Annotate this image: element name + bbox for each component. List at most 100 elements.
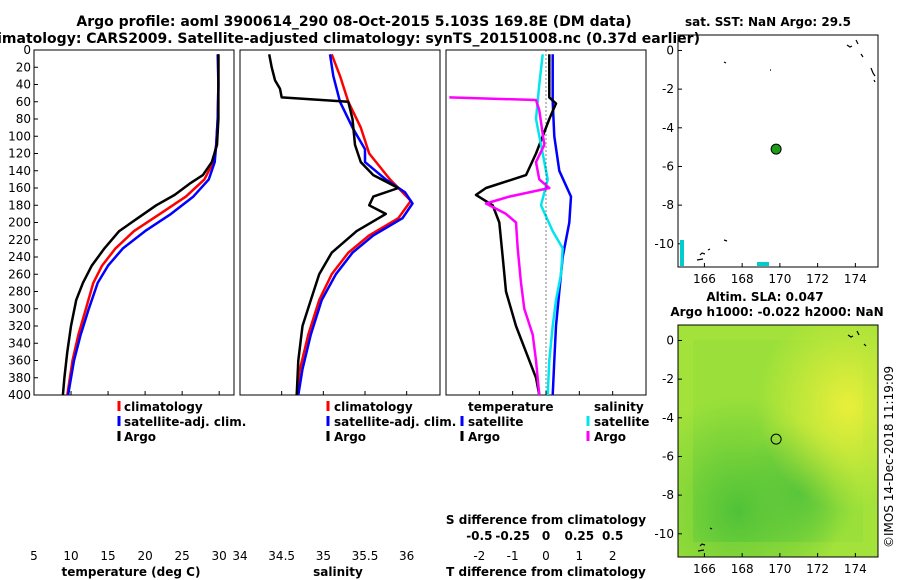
s-difference-label: S difference from climatology (446, 513, 646, 527)
sla-map-panel: Altim. SLA: 0.047 Argo h1000: -0.022 h20… (654, 290, 883, 576)
x-tick-label: 0 (542, 549, 550, 563)
salinity-legend: climatology satellite-adj. clim. Argo (326, 400, 456, 444)
s-diff-tick-label: 0.25 (565, 529, 595, 543)
sst-map-tick-labels: 166 168 170 172 174 0 -2 -4 -6 -8 -10 (654, 43, 866, 286)
argo-position-marker (770, 433, 782, 445)
x-tick-label: 35 (316, 549, 331, 563)
legend-temp-argo-label: Argo (468, 430, 500, 444)
depth-tick-label: 120 (8, 147, 31, 161)
difference-series (449, 50, 573, 395)
depth-tick-label: 380 (8, 371, 31, 385)
map-x-tick-label: 166 (693, 562, 716, 576)
salinity-tick-labels: 34 34.5 35 35.5 36 (232, 391, 414, 563)
s-diff-tick-label: 0 (542, 529, 550, 543)
x-tick-label: 1 (576, 549, 584, 563)
series-line-climatology (295, 53, 413, 395)
depth-tick-label: 160 (8, 181, 31, 195)
series-line-salinity-satellite (534, 54, 564, 395)
x-tick-label: 34 (232, 549, 247, 563)
depth-tick-label: 400 (8, 388, 31, 402)
series-line-temperature-argo (474, 54, 558, 395)
map-x-tick-label: 170 (768, 562, 791, 576)
sst-map-panel: sat. SST: NaN Argo: 29.5 166 168 170 172 174… (654, 15, 879, 286)
depth-tick-label: 40 (16, 78, 31, 92)
series-line-temperature-satellite (551, 54, 573, 395)
temperature-tick-labels: 5 10 15 20 25 30 (30, 391, 227, 563)
difference-tick-labels: -2 -1 0 1 2 -0.5 -0.25 0 0.25 0.5 (466, 391, 623, 563)
legend-salinity-title: salinity (594, 400, 644, 414)
sla-map-title-line2: Argo h1000: -0.022 h2000: NaN (670, 305, 883, 319)
map-y-tick-label: -6 (662, 159, 674, 173)
sla-map-tick-labels: 166 168 170 172 174 0 -2 -4 -6 -8 -10 (654, 333, 866, 576)
depth-tick-label: 360 (8, 354, 31, 368)
depth-tick-label: 80 (16, 112, 31, 126)
depth-tick-label: 340 (8, 336, 31, 350)
depth-tick-label: 200 (8, 216, 31, 230)
legend-satellite-adj-label: satellite-adj. clim. (334, 415, 456, 429)
difference-panel: -2 -1 0 1 2 -0.5 -0.25 0 0.25 0.5 S difference fr… (445, 49, 649, 579)
depth-tick-label: 320 (8, 319, 31, 333)
x-tick-label: 2 (609, 549, 617, 563)
x-tick-label: 36 (399, 549, 414, 563)
legend-temperature-title: temperature (468, 400, 553, 414)
map-y-tick-label: -6 (662, 449, 674, 463)
map-y-tick-label: 0 (666, 333, 674, 347)
legend-climatology-label: climatology (124, 400, 203, 414)
map-x-tick-label: 166 (693, 272, 716, 286)
depth-tick-label: 0 (23, 43, 31, 57)
map-y-tick-label: -10 (654, 527, 674, 541)
s-diff-tick-label: -0.25 (495, 529, 530, 543)
coastline-fragments (697, 330, 867, 552)
map-y-tick-label: -2 (662, 82, 674, 96)
sst-map-title: sat. SST: NaN Argo: 29.5 (685, 15, 851, 29)
s-diff-tick-label: -0.5 (466, 529, 492, 543)
map-x-tick-label: 168 (731, 272, 754, 286)
depth-tick-label: 60 (16, 95, 31, 109)
series-line-salinity-argo (449, 96, 551, 395)
x-tick-label: 35.5 (352, 549, 379, 563)
legend-climatology-label: climatology (334, 400, 413, 414)
argo-position-marker (770, 143, 782, 155)
copyright-stamp: ©IMOS 14-Dec-2018 11:19:09 (882, 366, 896, 548)
depth-tick-label: 300 (8, 302, 31, 316)
x-tick-label: 5 (30, 549, 38, 563)
coastline-fragments (696, 39, 876, 261)
depth-tick-label: 20 (16, 60, 31, 74)
x-tick-label: -1 (507, 549, 519, 563)
cyan-data-bar (680, 240, 684, 266)
temperature-legend: climatology satellite-adj. clim. Argo (117, 400, 246, 444)
x-tick-label: 30 (212, 549, 227, 563)
depth-tick-label: 220 (8, 233, 31, 247)
map-y-tick-label: -2 (662, 372, 674, 386)
map-y-tick-label: -4 (662, 411, 674, 425)
map-y-tick-label: -8 (662, 198, 674, 212)
legend-sal-argo-label: Argo (594, 430, 626, 444)
series-line-satellite-adj-clim- (297, 54, 414, 395)
sla-map-title-line1: Altim. SLA: 0.047 (706, 290, 823, 304)
x-tick-label: 25 (175, 549, 190, 563)
temperature-series (61, 54, 220, 395)
x-tick-label: 15 (100, 549, 115, 563)
depth-tick-label: 260 (8, 267, 31, 281)
legend-sal-satellite-label: satellite (594, 415, 649, 429)
map-x-tick-label: 168 (731, 562, 754, 576)
salinity-series (267, 53, 414, 395)
map-y-tick-label: -8 (662, 488, 674, 502)
salinity-panel: 34 34.5 35 35.5 36 salinity climatology sate… (232, 49, 456, 579)
map-x-tick-label: 170 (768, 272, 791, 286)
legend-satellite-adj-label: satellite-adj. clim. (124, 415, 246, 429)
map-x-tick-label: 174 (844, 562, 867, 576)
x-tick-label: -2 (473, 549, 485, 563)
temperature-x-label: temperature (deg C) (62, 565, 201, 579)
s-diff-tick-label: 0.5 (602, 529, 623, 543)
series-line-argo (61, 54, 220, 395)
figure-title-line1: Argo profile: aoml 3900614_290 08-Oct-20… (76, 14, 631, 30)
series-line-argo (267, 54, 400, 395)
map-x-tick-label: 174 (844, 272, 867, 286)
temperature-panel: 0 20 40 60 80 100 120 140 160 180 200 220 240 260 280 3… (8, 43, 246, 579)
legend-argo-label: Argo (334, 430, 366, 444)
map-x-tick-label: 172 (806, 562, 829, 576)
depth-tick-label: 140 (8, 164, 31, 178)
map-x-tick-label: 172 (806, 272, 829, 286)
